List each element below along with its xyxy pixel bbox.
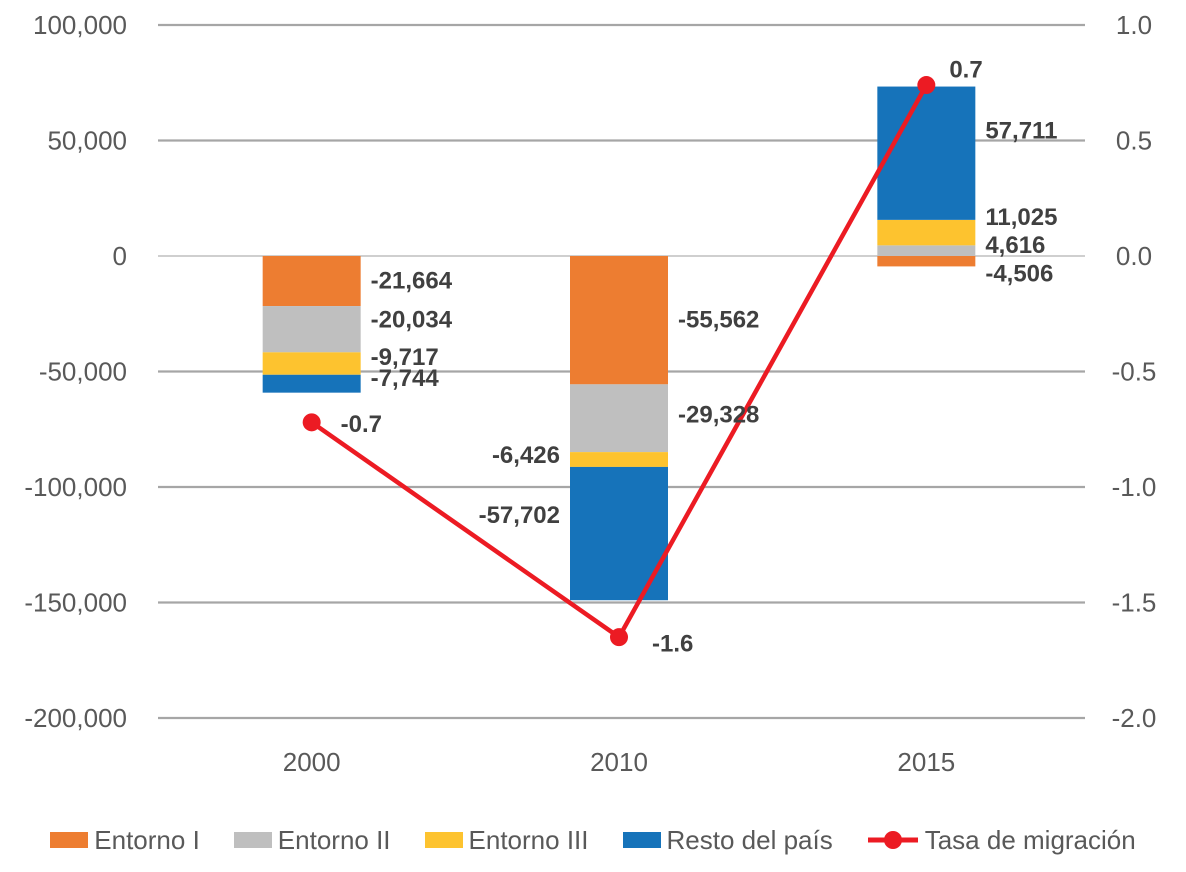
bar-segment-entorno-i-2000: [262, 256, 361, 307]
data-label-tasa-2010: -1.6: [652, 631, 693, 658]
bar-segment-resto-del-país-2015: [877, 86, 976, 220]
bar-segment-entorno-ii-2000: [262, 306, 361, 353]
line-series-point-2015: [917, 76, 936, 95]
legend-item-entorno-2: Entorno II: [233, 825, 391, 855]
bar-segment-resto-del-país-2000: [262, 374, 361, 393]
bar-segment-entorno-iii-2015: [877, 219, 976, 246]
right-axis-tick-label: 0.5: [1116, 126, 1152, 156]
line-series-point-2000: [302, 413, 321, 432]
legend-label-entorno-1: Entorno I: [94, 825, 200, 855]
data-label-resto-del-país-2010: -57,702: [479, 502, 560, 529]
data-label-entorno-ii-2010: -29,328: [678, 402, 759, 429]
right-axis-tick-label: 0.0: [1116, 241, 1152, 271]
category-label-2015: 2015: [897, 747, 955, 777]
legend-label-resto-del-pais: Resto del país: [666, 825, 833, 855]
right-axis-tick-label: 1.0: [1116, 10, 1152, 40]
left-axis-tick-label: 50,000: [47, 126, 127, 156]
bar-segment-entorno-iii-2000: [262, 352, 361, 375]
left-axis-tick-label: -100,000: [24, 472, 127, 502]
bar-segment-entorno-iii-2010: [570, 452, 668, 467]
left-axis-tick-label: 100,000: [33, 10, 127, 40]
bar-segment-entorno-ii-2015: [877, 245, 976, 256]
line-series-marker-icon: [867, 831, 918, 849]
legend-swatch-entorno-3-icon: [424, 832, 463, 848]
data-label-entorno-ii-2015: 4,616: [985, 232, 1045, 259]
legend-label-entorno-2: Entorno II: [277, 825, 391, 855]
legend-item-entorno-1: Entorno I: [50, 827, 200, 853]
data-label-entorno-i-2015: -4,506: [985, 261, 1053, 288]
bar-segment-resto-del-país-2010: [570, 466, 668, 601]
legend-swatch-resto-del-pais-icon: [622, 832, 661, 848]
data-label-entorno-ii-2000: -20,034: [371, 307, 453, 334]
left-axis-tick-label: -200,000: [24, 703, 127, 733]
bar-segment-entorno-i-2015: [877, 256, 976, 267]
data-label-resto-del-país-2015: 57,711: [985, 118, 1057, 145]
left-axis-tick-label: 0: [113, 241, 127, 271]
legend-item-tasa-de-migracion: Tasa de migración: [867, 827, 1136, 853]
data-label-tasa-2015: 0.7: [949, 57, 982, 84]
legend: Entorno I Entorno II Entorno III Resto d…: [0, 812, 1186, 868]
data-label-entorno-iii-2000: -9,717: [371, 344, 439, 371]
bar-segment-entorno-ii-2010: [570, 384, 668, 453]
legend-swatch-entorno-2-icon: [233, 832, 272, 848]
line-series-point-2010: [610, 628, 628, 647]
legend-label-tasa-de-migracion: Tasa de migración: [924, 825, 1136, 855]
data-label-entorno-i-2000: -21,664: [371, 268, 453, 295]
data-label-entorno-i-2010: -55,562: [678, 307, 759, 334]
right-axis-tick-label: -0.5: [1112, 357, 1157, 387]
data-label-entorno-iii-2010: -6,426: [492, 442, 560, 469]
left-axis-tick-label: -150,000: [24, 588, 127, 618]
legend-label-entorno-3: Entorno III: [468, 825, 589, 855]
legend-item-entorno-3: Entorno III: [424, 825, 589, 855]
legend-item-resto-del-pais: Resto del país: [622, 825, 833, 855]
right-axis-tick-label: -1.0: [1112, 472, 1157, 502]
legend-swatch-entorno-1-icon: [50, 832, 89, 848]
data-label-tasa-2000: -0.7: [341, 411, 382, 438]
category-label-2000: 2000: [283, 747, 341, 777]
bar-segment-entorno-i-2010: [570, 256, 668, 385]
data-label-entorno-iii-2015: 11,025: [985, 204, 1057, 231]
right-axis-tick-label: -1.5: [1112, 588, 1157, 618]
data-label-resto-del-país-2000: -7,744: [371, 365, 440, 392]
combo-chart-canvas: 100,000 50,000 0 -50,000 -100,000 -150,000 -20…: [24, 10, 1157, 777]
right-axis-tick-label: -2.0: [1112, 703, 1157, 733]
category-label-2010: 2010: [590, 747, 648, 777]
left-axis-tick-label: -50,000: [39, 357, 127, 387]
